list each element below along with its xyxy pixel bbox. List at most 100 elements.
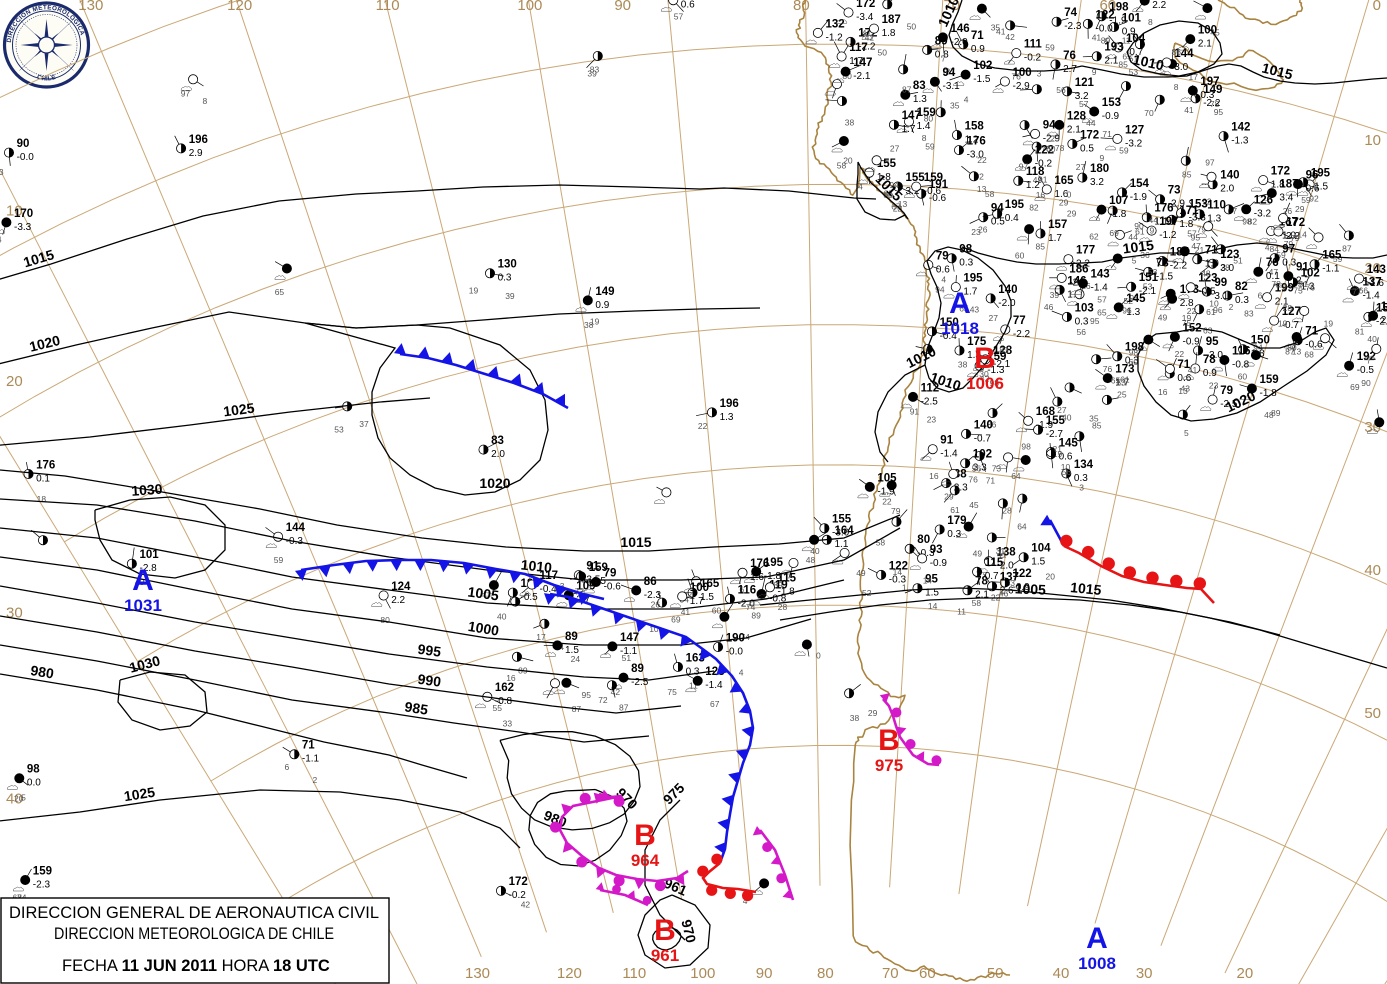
svg-text:95: 95 (1206, 336, 1219, 348)
svg-text:147: 147 (620, 632, 639, 644)
svg-text:143: 143 (1091, 269, 1110, 281)
svg-text:4: 4 (858, 181, 863, 191)
svg-text:19: 19 (1324, 318, 1334, 328)
svg-text:1.3: 1.3 (720, 412, 734, 423)
svg-text:100: 100 (690, 582, 709, 594)
svg-text:16: 16 (929, 471, 939, 481)
svg-text:59: 59 (274, 555, 284, 565)
svg-text:58: 58 (985, 189, 995, 199)
svg-text:71: 71 (1102, 129, 1112, 139)
svg-text:22: 22 (1187, 306, 1197, 316)
svg-text:1.3: 1.3 (913, 94, 927, 105)
svg-text:94: 94 (1043, 119, 1056, 131)
svg-text:73: 73 (1168, 185, 1181, 197)
svg-text:93: 93 (930, 544, 943, 556)
svg-text:172: 172 (1080, 129, 1099, 141)
svg-text:1.8: 1.8 (882, 28, 896, 39)
svg-text:87: 87 (1285, 347, 1295, 357)
svg-text:-0.5: -0.5 (1357, 365, 1375, 376)
svg-text:57: 57 (1187, 229, 1197, 239)
svg-text:2.1: 2.1 (975, 590, 989, 601)
svg-text:29: 29 (1295, 204, 1305, 214)
svg-text:24: 24 (571, 654, 581, 664)
svg-text:8: 8 (922, 133, 927, 143)
svg-text:6: 6 (1258, 291, 1263, 301)
svg-text:-1.8: -1.8 (1260, 388, 1278, 399)
svg-text:-3.4: -3.4 (856, 12, 874, 23)
svg-text:98: 98 (1129, 348, 1139, 358)
svg-text:82: 82 (1235, 281, 1248, 293)
svg-text:68: 68 (1304, 350, 1314, 360)
svg-text:39: 39 (505, 291, 515, 301)
svg-text:100: 100 (690, 965, 715, 982)
svg-text:27: 27 (890, 144, 900, 154)
svg-text:143: 143 (1367, 264, 1386, 276)
svg-text:-2.0: -2.0 (998, 298, 1016, 309)
svg-text:193: 193 (1104, 42, 1123, 54)
svg-text:38: 38 (850, 713, 860, 723)
svg-text:97: 97 (181, 88, 191, 98)
svg-text:172: 172 (1286, 217, 1305, 229)
svg-text:85: 85 (1092, 421, 1102, 431)
svg-text:87: 87 (902, 85, 912, 95)
svg-text:44: 44 (1086, 118, 1096, 128)
svg-text:FECHA 11 JUN 2011 HORA 18 UTC: FECHA 11 JUN 2011 HORA 18 UTC (62, 957, 330, 975)
svg-text:28: 28 (1002, 506, 1012, 516)
svg-text:0.3: 0.3 (1282, 258, 1296, 269)
svg-text:101: 101 (140, 549, 160, 561)
svg-text:103: 103 (1075, 302, 1094, 314)
svg-text:1030: 1030 (131, 481, 163, 499)
svg-text:91: 91 (910, 406, 920, 416)
svg-text:11: 11 (957, 607, 966, 617)
svg-text:75: 75 (1293, 286, 1303, 296)
svg-text:78: 78 (1055, 143, 1065, 153)
svg-text:-1.8: -1.8 (1109, 209, 1127, 220)
svg-text:56: 56 (972, 463, 982, 473)
svg-text:85: 85 (1036, 242, 1046, 252)
svg-text:70: 70 (882, 965, 899, 982)
svg-text:89: 89 (631, 663, 644, 675)
svg-text:74: 74 (746, 602, 756, 612)
svg-text:42: 42 (1005, 32, 1015, 42)
svg-text:2: 2 (313, 775, 318, 785)
svg-text:115: 115 (985, 557, 1004, 569)
svg-text:52: 52 (862, 588, 872, 598)
svg-text:151: 151 (1139, 272, 1159, 284)
svg-text:-1.5: -1.5 (1156, 271, 1174, 282)
svg-text:0.3: 0.3 (686, 666, 700, 677)
svg-text:121: 121 (1075, 77, 1095, 89)
svg-text:B: B (654, 914, 676, 947)
svg-text:14: 14 (923, 575, 933, 585)
svg-text:2.0: 2.0 (491, 449, 505, 460)
svg-text:1.7: 1.7 (690, 596, 704, 607)
svg-text:0.5: 0.5 (1080, 143, 1094, 154)
svg-text:-3.0: -3.0 (1206, 350, 1224, 361)
svg-text:90: 90 (614, 0, 631, 14)
svg-text:122: 122 (1013, 568, 1032, 580)
svg-text:4: 4 (941, 275, 946, 285)
svg-text:0.3: 0.3 (1075, 316, 1089, 327)
svg-text:191: 191 (929, 179, 949, 191)
svg-text:2.2: 2.2 (1152, 0, 1166, 11)
svg-text:61: 61 (950, 505, 960, 515)
svg-text:27: 27 (989, 313, 999, 323)
svg-text:94: 94 (991, 203, 1004, 215)
svg-text:9: 9 (1100, 153, 1105, 163)
svg-text:0.5: 0.5 (991, 217, 1005, 228)
svg-text:94: 94 (943, 67, 956, 79)
svg-text:20: 20 (6, 373, 23, 390)
svg-text:20: 20 (1046, 572, 1056, 582)
svg-text:130: 130 (465, 965, 490, 982)
svg-text:107: 107 (1109, 195, 1128, 207)
svg-text:53: 53 (1116, 377, 1126, 387)
svg-text:1.5: 1.5 (1031, 557, 1045, 568)
svg-text:38: 38 (958, 359, 968, 369)
svg-text:76: 76 (1103, 364, 1113, 374)
svg-text:40: 40 (1364, 562, 1381, 579)
svg-text:-0.8: -0.8 (1232, 359, 1250, 370)
svg-text:117: 117 (849, 42, 868, 54)
svg-text:91: 91 (1296, 262, 1309, 274)
svg-text:0: 0 (816, 651, 821, 661)
svg-text:961: 961 (651, 946, 679, 965)
svg-text:2: 2 (1229, 302, 1234, 312)
